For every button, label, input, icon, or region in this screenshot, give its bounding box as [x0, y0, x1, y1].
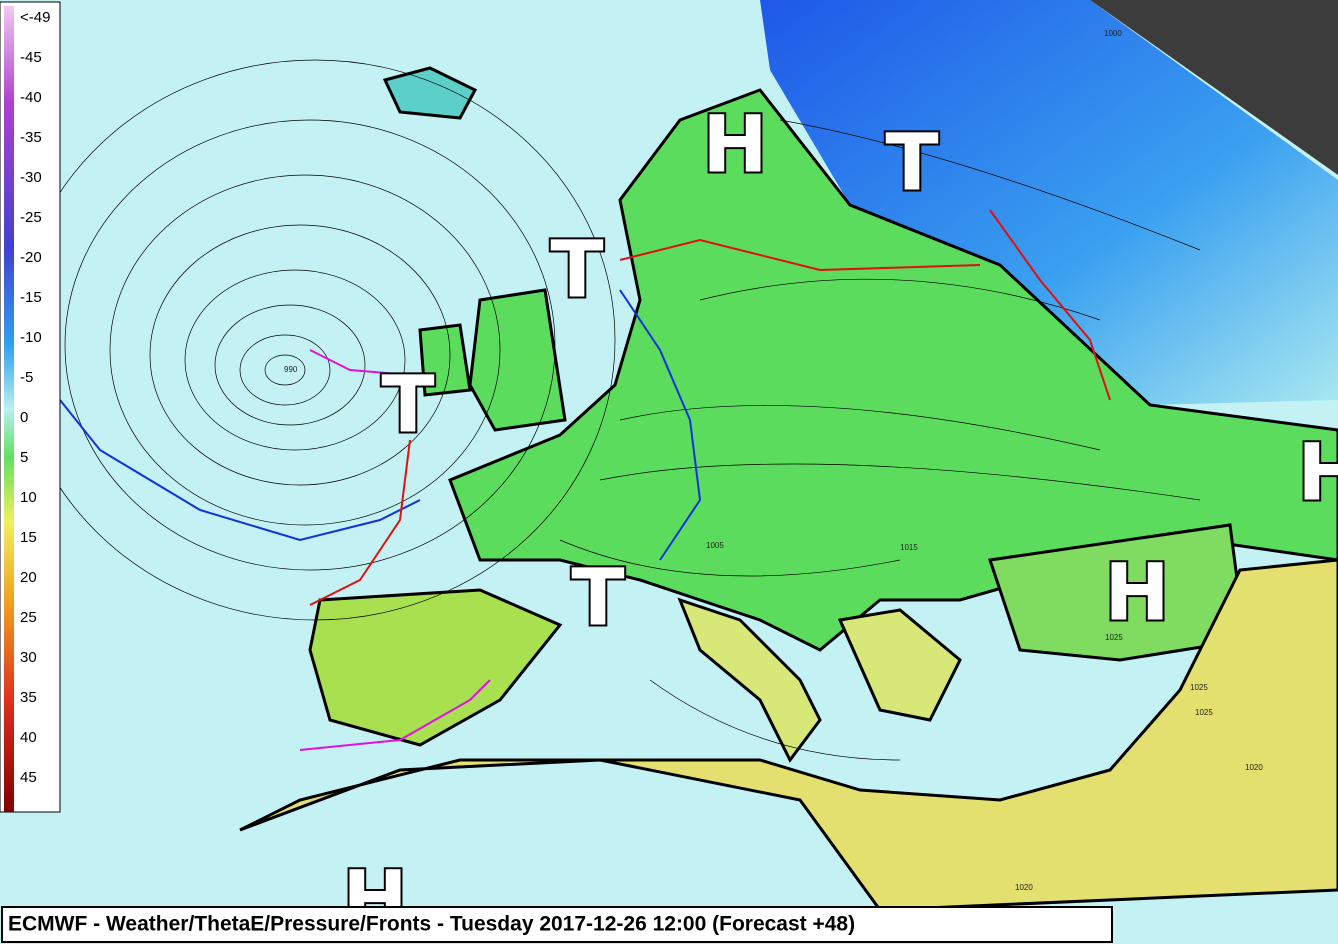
isobar-label: 1020 — [1015, 883, 1033, 892]
isobar-label: 1005 — [706, 541, 724, 550]
isobar-label: 990 — [284, 365, 298, 374]
legend-label: 10 — [20, 489, 37, 506]
land-north-africa — [239, 558, 1338, 912]
legend: <-49 -45 -40 -35 -30 -25 -20 -15 -10 -5 0 5 10 15 20 25… — [0, 1, 61, 813]
land-anatolia — [988, 523, 1247, 662]
pressure-center: T — [381, 360, 434, 450]
legend-label: -5 — [20, 369, 33, 386]
legend-label: -30 — [20, 169, 42, 186]
pressure-center: H — [702, 100, 767, 190]
legend-label: 20 — [20, 569, 37, 586]
isobar-label: 1015 — [900, 543, 918, 552]
pressure-center: T — [571, 553, 624, 643]
isobar-label: 1025 — [1105, 633, 1123, 642]
legend-label: -15 — [20, 289, 42, 306]
pressure-center: H — [1297, 428, 1338, 518]
legend-label: -25 — [20, 209, 42, 226]
isobar-label: 1000 — [1104, 29, 1122, 38]
pressure-center: T — [550, 225, 603, 315]
no-data-area — [1090, 0, 1338, 175]
color-scale — [4, 6, 14, 812]
legend-label: -20 — [20, 249, 42, 266]
legend-label: <-49 — [20, 9, 50, 26]
land-italy — [677, 597, 822, 763]
legend-label: 40 — [20, 729, 37, 746]
isobar-label: 1020 — [1245, 763, 1263, 772]
legend-label: -40 — [20, 89, 42, 106]
cold-front — [619, 289, 702, 561]
legend-label: 30 — [20, 649, 37, 666]
cold-airmass — [760, 0, 1338, 405]
occluded-front — [299, 679, 491, 751]
land-iceland — [382, 66, 478, 120]
legend-label: -10 — [20, 329, 42, 346]
title: ECMWF - Weather/ThetaE/Pressure/Fronts -… — [8, 913, 855, 936]
legend-label: 5 — [20, 449, 28, 466]
isobars — [14, 59, 1201, 761]
legend-label: -35 — [20, 129, 42, 146]
warm-front — [619, 238, 981, 272]
legend-label: -45 — [20, 49, 42, 66]
title-bar — [1, 906, 1113, 943]
land-iberia — [308, 588, 563, 747]
isobar-label: 1025 — [1190, 683, 1208, 692]
warm-front — [309, 439, 411, 606]
isobar-label: 1025 — [1195, 708, 1213, 717]
legend-label: 15 — [20, 529, 37, 546]
land-europe — [448, 88, 1338, 652]
legend-label: 45 — [20, 769, 37, 786]
warm-front — [989, 209, 1111, 401]
pressure-center: T — [885, 118, 938, 208]
legend-label: 0 — [20, 409, 28, 426]
occluded-front — [309, 349, 411, 376]
legend-label: 35 — [20, 689, 37, 706]
land-balkans — [837, 608, 962, 722]
pressure-center: H — [1104, 548, 1169, 638]
cold-front — [59, 399, 421, 542]
legend-label: 25 — [20, 609, 37, 626]
